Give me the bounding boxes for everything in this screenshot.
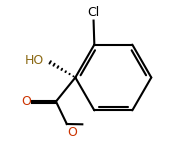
Text: HO: HO xyxy=(25,54,44,67)
Text: O: O xyxy=(21,95,31,108)
Text: Cl: Cl xyxy=(87,6,100,19)
Text: O: O xyxy=(67,126,77,139)
